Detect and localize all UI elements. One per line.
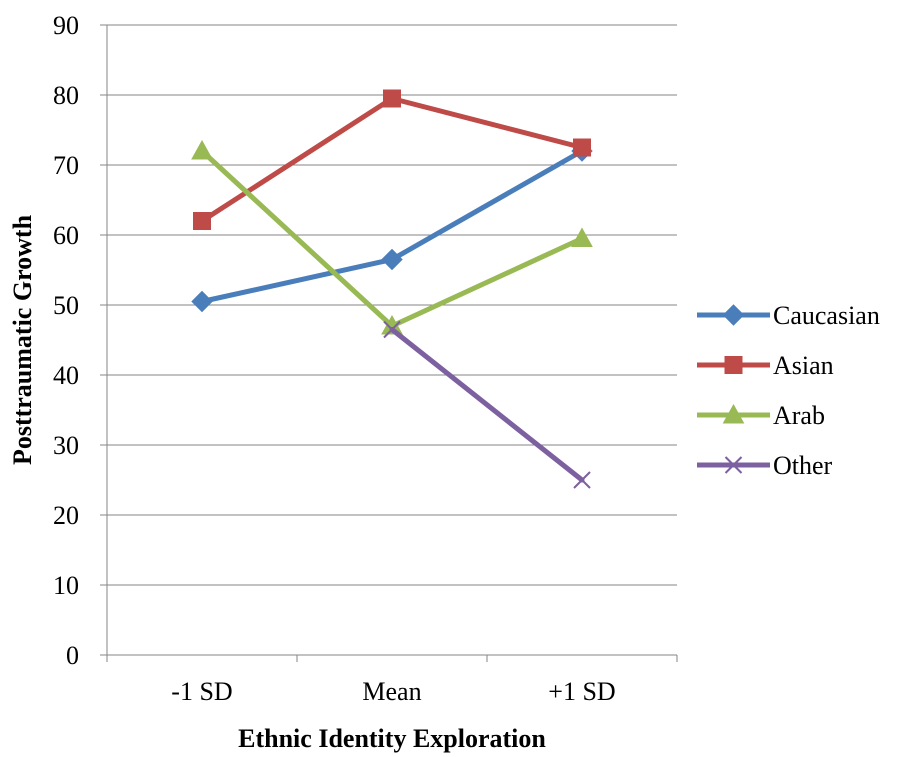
y-tick-label: 50 [53, 291, 79, 320]
square-marker [573, 138, 591, 157]
legend-item-arab: Arab [697, 401, 825, 430]
x-tick-label: -1 SD [171, 677, 232, 706]
x-tick-label: +1 SD [548, 677, 615, 706]
y-tick-label: 90 [53, 11, 79, 40]
x-tick-labels: -1 SD Mean +1 SD [171, 677, 615, 706]
triangle-marker [191, 139, 213, 160]
x-axis-title: Ethnic Identity Exploration [238, 724, 546, 753]
series-caucasian [191, 140, 593, 313]
square-marker [193, 212, 211, 230]
y-tick-label: 20 [53, 501, 79, 530]
x-marker-stroke [724, 456, 743, 474]
diamond-marker [381, 248, 403, 271]
y-tick-label: 80 [53, 81, 79, 110]
y-tick-label: 30 [53, 431, 79, 460]
square-marker [724, 356, 743, 374]
x-marker [383, 320, 401, 339]
y-tick-labels: 0 10 20 30 40 50 60 70 80 90 [53, 11, 79, 670]
x-marker [573, 471, 591, 489]
x-tick-label: Mean [362, 677, 421, 706]
series-asian [193, 89, 591, 230]
legend-label: Arab [773, 401, 825, 430]
x-marker-stroke [573, 471, 591, 489]
axes [100, 24, 678, 662]
legend: Caucasian Asian Arab Other [697, 301, 880, 480]
y-tick-label: 10 [53, 571, 79, 600]
square-marker [383, 89, 401, 108]
series-line [389, 327, 585, 483]
triangle-marker [571, 227, 593, 247]
gridlines [107, 24, 677, 586]
legend-item-asian: Asian [697, 351, 834, 380]
series-line [199, 148, 585, 304]
legend-item-caucasian: Caucasian [697, 301, 880, 330]
y-tick-label: 60 [53, 221, 79, 250]
y-tick-label: 40 [53, 361, 79, 390]
legend-label: Other [773, 451, 833, 480]
legend-label: Asian [773, 351, 834, 380]
y-axis-title: Posttraumatic Growth [8, 214, 37, 465]
y-tick-label: 70 [53, 151, 79, 180]
triangle-marker [722, 403, 745, 424]
series-other [383, 320, 591, 489]
legend-label: Caucasian [773, 301, 880, 330]
diamond-marker [722, 304, 745, 326]
y-tick-label: 0 [66, 641, 79, 670]
series-lines [191, 89, 593, 489]
x-marker [724, 456, 743, 474]
diamond-marker [191, 290, 213, 313]
series-line [199, 148, 585, 329]
x-marker-stroke [383, 320, 401, 339]
legend-item-other: Other [697, 451, 833, 480]
